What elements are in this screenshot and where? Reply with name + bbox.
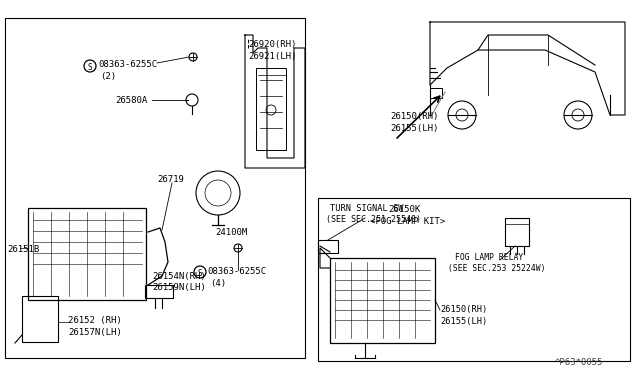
Text: 26921(LH): 26921(LH) bbox=[248, 52, 296, 61]
Bar bbox=[318, 198, 630, 361]
Bar bbox=[505, 218, 529, 246]
Text: 26151B: 26151B bbox=[7, 245, 39, 254]
Text: 26580A: 26580A bbox=[115, 96, 147, 105]
Text: 26150K: 26150K bbox=[388, 205, 420, 214]
Text: (4): (4) bbox=[210, 279, 226, 288]
Text: (2): (2) bbox=[100, 72, 116, 81]
Text: 26155(LH): 26155(LH) bbox=[390, 124, 438, 133]
Text: ^P63*0055: ^P63*0055 bbox=[555, 358, 604, 367]
Text: FOG LAMP RELAY: FOG LAMP RELAY bbox=[455, 253, 524, 262]
Text: 08363-6255C: 08363-6255C bbox=[207, 267, 266, 276]
Bar bbox=[28, 208, 146, 300]
Text: 26150(RH): 26150(RH) bbox=[390, 112, 438, 121]
Text: S: S bbox=[88, 63, 92, 72]
Text: <FOG LAMP KIT>: <FOG LAMP KIT> bbox=[370, 217, 445, 226]
Text: TURN SIGNAL SW: TURN SIGNAL SW bbox=[330, 204, 403, 213]
Text: 26719: 26719 bbox=[157, 175, 184, 184]
Bar bbox=[5, 18, 305, 358]
Bar bbox=[145, 285, 173, 298]
Text: 08363-6255C: 08363-6255C bbox=[98, 60, 157, 69]
Text: 26159N(LH): 26159N(LH) bbox=[152, 283, 205, 292]
Text: 24100M: 24100M bbox=[215, 228, 247, 237]
Bar bbox=[430, 88, 442, 98]
Text: (SEE SEC.253 25224W): (SEE SEC.253 25224W) bbox=[448, 264, 545, 273]
Bar bbox=[330, 258, 435, 343]
Text: 26920(RH): 26920(RH) bbox=[248, 40, 296, 49]
Text: 26154N(RH): 26154N(RH) bbox=[152, 272, 205, 281]
Bar bbox=[318, 240, 338, 253]
Bar bbox=[256, 68, 286, 150]
Text: 26150(RH): 26150(RH) bbox=[440, 305, 487, 314]
Text: S: S bbox=[198, 269, 202, 278]
Text: (SEE SEC.251 25540): (SEE SEC.251 25540) bbox=[326, 215, 421, 224]
Text: 26152 (RH): 26152 (RH) bbox=[68, 316, 122, 325]
Text: 26155(LH): 26155(LH) bbox=[440, 317, 487, 326]
Text: 26157N(LH): 26157N(LH) bbox=[68, 328, 122, 337]
